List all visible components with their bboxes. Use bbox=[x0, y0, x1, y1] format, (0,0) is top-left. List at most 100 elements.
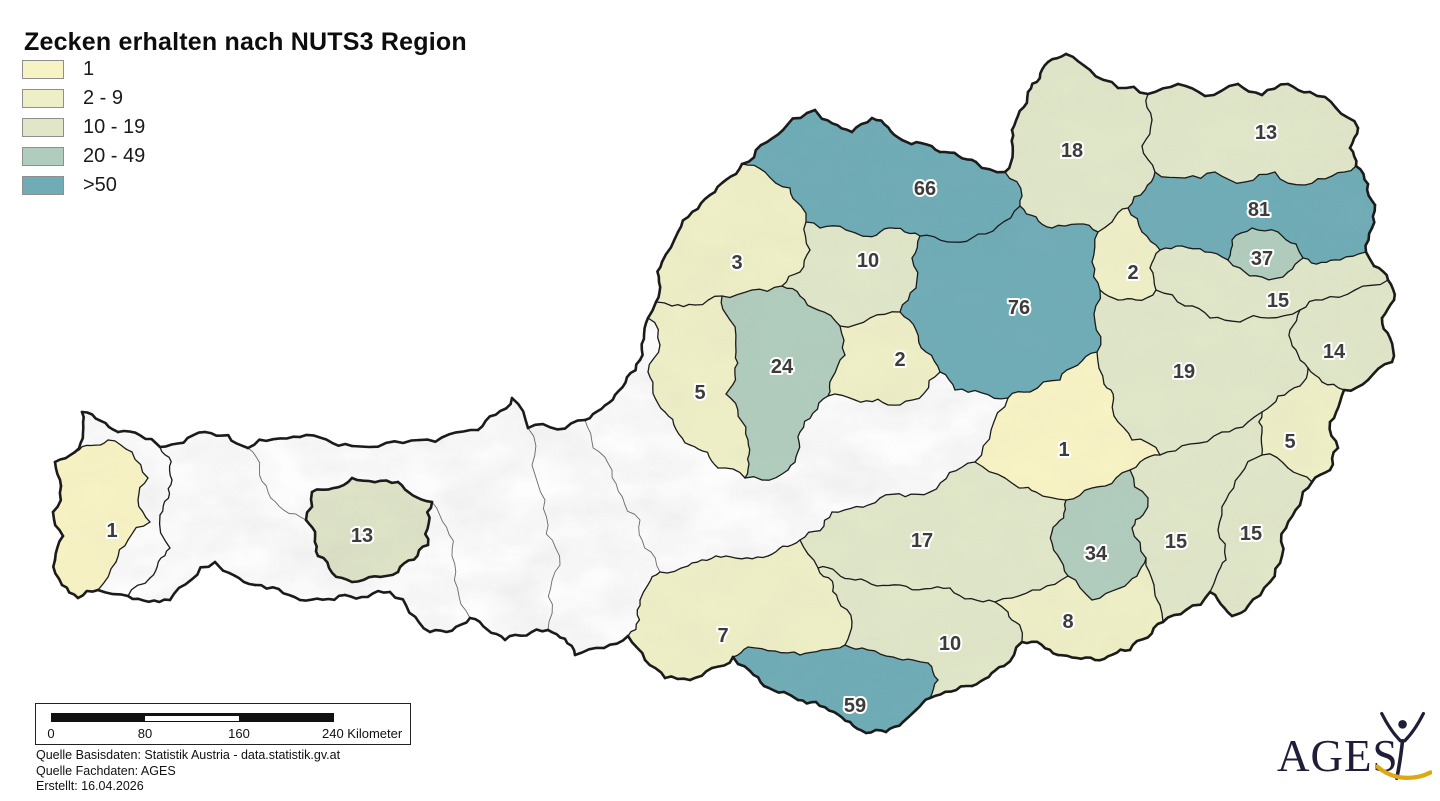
region-border bbox=[1091, 587, 1121, 601]
region-border bbox=[1321, 289, 1356, 301]
region-border bbox=[1056, 653, 1097, 662]
legend-label: 1 bbox=[83, 58, 95, 80]
region-border bbox=[1010, 90, 1030, 132]
region-border bbox=[1131, 527, 1147, 559]
region-border bbox=[1239, 314, 1269, 323]
region-border bbox=[1225, 474, 1241, 501]
terrain-border-line bbox=[247, 447, 307, 521]
region-border bbox=[848, 720, 868, 735]
region-border bbox=[1184, 305, 1211, 319]
region-border bbox=[1184, 171, 1216, 180]
region-border bbox=[971, 225, 999, 239]
region-border bbox=[1004, 171, 1023, 197]
region-border bbox=[158, 430, 207, 449]
region-border bbox=[748, 669, 766, 688]
region-border bbox=[954, 388, 1009, 400]
region-border bbox=[1277, 385, 1301, 397]
region-border bbox=[947, 237, 973, 243]
region-border bbox=[1348, 126, 1360, 150]
region-border bbox=[1246, 580, 1272, 608]
region-border bbox=[1295, 349, 1309, 369]
region-border bbox=[53, 460, 63, 488]
region-border bbox=[1354, 164, 1370, 186]
legend-swatch bbox=[22, 147, 64, 166]
region-value-label: 8 bbox=[1062, 611, 1073, 633]
region-border bbox=[476, 396, 514, 432]
region-border bbox=[708, 162, 744, 197]
region-border bbox=[654, 260, 664, 304]
region-border bbox=[1159, 245, 1183, 251]
region-border bbox=[1279, 526, 1288, 558]
region-border bbox=[844, 644, 869, 651]
region-border bbox=[800, 205, 807, 223]
region-border bbox=[1153, 584, 1161, 606]
region-border bbox=[1328, 400, 1342, 424]
region-border bbox=[1304, 175, 1333, 186]
region-border bbox=[304, 518, 320, 558]
region-border bbox=[729, 319, 737, 353]
region-border bbox=[1277, 231, 1297, 245]
region-border bbox=[1236, 82, 1264, 97]
scale-bar: 0 80 160 240 Kilometer bbox=[35, 703, 411, 745]
region-border bbox=[131, 451, 149, 479]
region-border bbox=[837, 599, 853, 623]
region-border bbox=[799, 395, 829, 433]
region-border bbox=[107, 439, 133, 453]
region-border bbox=[638, 316, 650, 362]
region-border bbox=[1386, 278, 1397, 302]
region-border bbox=[747, 646, 776, 652]
region-value-label: 15 bbox=[1267, 290, 1289, 312]
region-border bbox=[832, 710, 852, 724]
region-border bbox=[1287, 257, 1304, 273]
region-border bbox=[1051, 223, 1079, 229]
region-value-label: 10 bbox=[939, 633, 961, 655]
region-border bbox=[1227, 239, 1234, 261]
scale-bar-segments bbox=[51, 713, 334, 722]
region-border bbox=[994, 601, 1009, 613]
region-value-label: 34 bbox=[1085, 543, 1108, 565]
region-border bbox=[884, 720, 905, 734]
region-border bbox=[799, 295, 819, 311]
region-value-label: 5 bbox=[694, 382, 705, 404]
region-border bbox=[850, 116, 874, 134]
region-border bbox=[1364, 226, 1374, 254]
region-border bbox=[1217, 499, 1227, 531]
region-border bbox=[53, 450, 77, 464]
legend-swatch bbox=[22, 60, 64, 79]
legend-swatch bbox=[22, 118, 64, 137]
header: Zecken erhalten nach NUTS3 Region bbox=[24, 28, 467, 57]
ages-figure-icon bbox=[1376, 711, 1432, 780]
region-border bbox=[974, 160, 1007, 174]
region-border bbox=[1216, 598, 1234, 618]
region-border bbox=[717, 467, 746, 479]
region-border bbox=[1051, 499, 1067, 533]
region-border bbox=[929, 679, 939, 699]
region-border bbox=[1129, 461, 1141, 471]
region-value-label: 5 bbox=[1284, 431, 1295, 453]
region-border bbox=[76, 588, 100, 600]
region-border bbox=[1307, 367, 1323, 383]
region-border bbox=[899, 584, 951, 591]
region-border bbox=[655, 301, 673, 307]
region-value-label: 15 bbox=[1240, 523, 1262, 545]
region-border bbox=[350, 476, 400, 485]
region-border bbox=[1287, 467, 1313, 483]
region-border bbox=[813, 108, 854, 134]
legend-label: 20 - 49 bbox=[83, 145, 146, 167]
region-border bbox=[626, 634, 647, 662]
region-border bbox=[647, 371, 666, 413]
region-border bbox=[1366, 360, 1394, 382]
region-border bbox=[627, 599, 641, 637]
region-border bbox=[721, 289, 753, 299]
region-border bbox=[1049, 531, 1069, 577]
region-border bbox=[97, 561, 117, 591]
source-fachdaten: Quelle Fachdaten: AGES bbox=[36, 763, 176, 778]
region-border bbox=[1144, 171, 1156, 191]
region-border bbox=[127, 521, 151, 541]
region-border bbox=[864, 728, 888, 735]
region-border bbox=[767, 539, 801, 557]
region-border bbox=[1239, 454, 1263, 476]
region-border bbox=[1007, 611, 1024, 643]
region-border bbox=[1268, 554, 1284, 584]
region-border bbox=[911, 257, 919, 289]
